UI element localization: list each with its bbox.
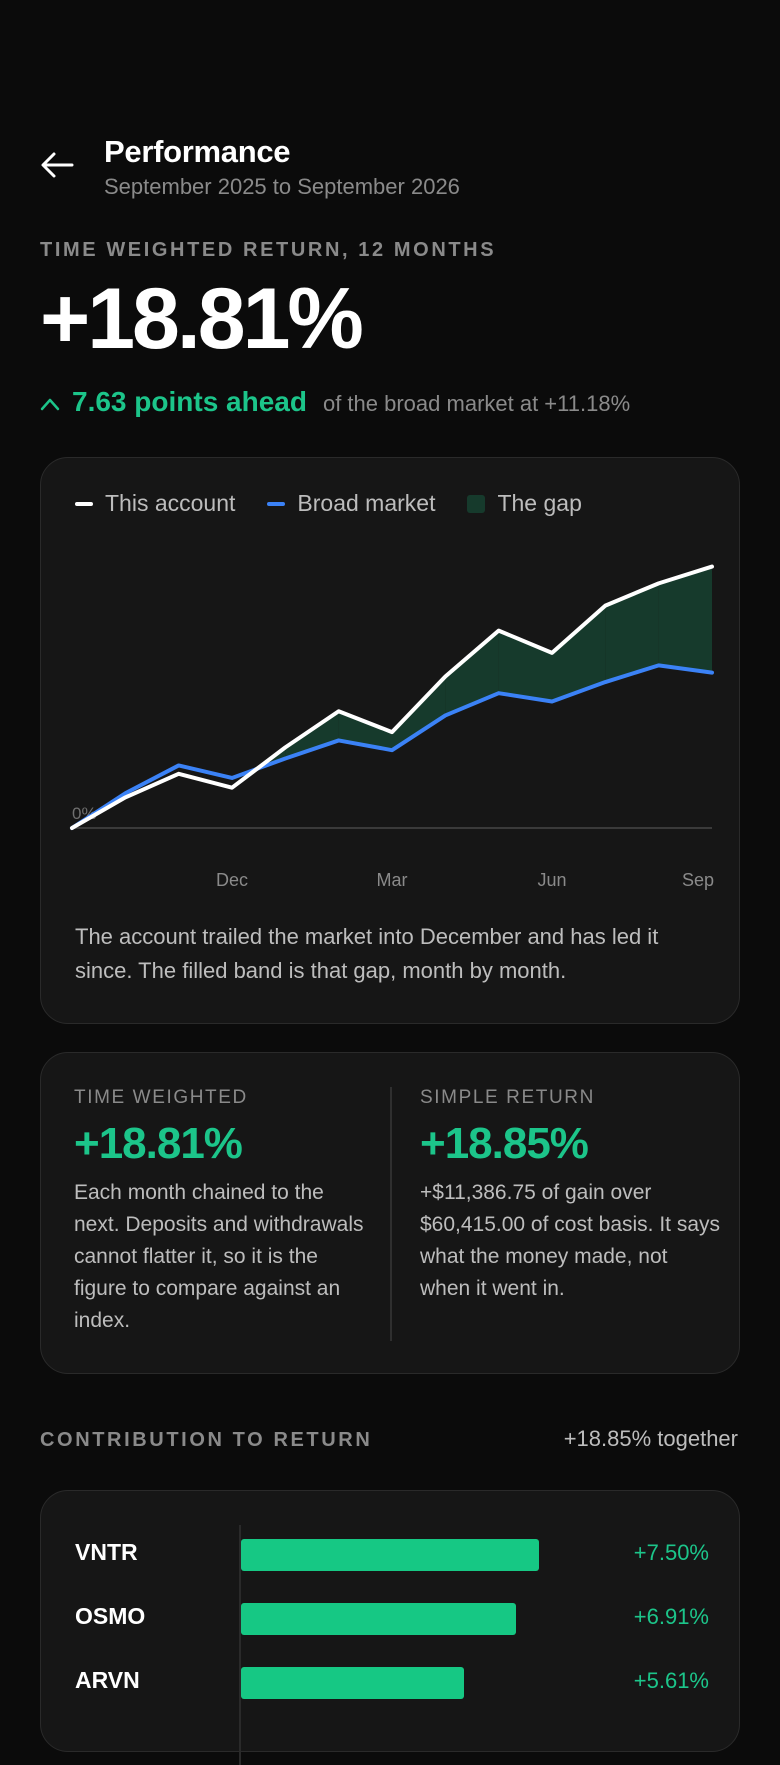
legend-label-gap: The gap [497, 490, 582, 516]
gap-band-segment [445, 630, 499, 716]
tick-label-jun: Jun [537, 870, 566, 890]
contribution-value: +7.50% [633, 1540, 709, 1565]
legend-label-account: This account [105, 490, 236, 516]
tick-label-mar: Mar [377, 870, 408, 890]
time-weighted-text: Each month chained to the next. Deposits… [74, 1181, 364, 1332]
chart-card: This account Broad market The gap 0% Dec… [40, 457, 740, 1024]
gap-band-segment [392, 676, 446, 751]
contribution-ticker: ARVN [75, 1667, 140, 1693]
legend-swatch-gap [467, 494, 486, 513]
legend-item-market: Broad market [267, 490, 435, 517]
contribution-card: VNTR +7.50% OSMO +6.91% ARVN +5.61% [40, 1490, 740, 1765]
time-weighted-label: TIME WEIGHTED [74, 1087, 248, 1108]
series-line-broad-market [70, 663, 714, 830]
arrow-left-icon [41, 152, 74, 178]
ahead-row: 7.63 points ahead of the broad market at… [40, 386, 630, 418]
gap-band-segment [285, 711, 339, 759]
legend-item-gap: The gap [467, 490, 582, 517]
chevron-up-icon [40, 398, 60, 411]
contribution-ticker: OSMO [75, 1603, 146, 1629]
ahead-text: 7.63 points ahead [72, 386, 307, 417]
return-comparison-card: TIME WEIGHTED +18.81% Each month chained… [40, 1052, 740, 1374]
simple-return-label: SIMPLE RETURN [420, 1087, 595, 1108]
simple-return-column: SIMPLE RETURN +18.85% +$11,386.75 of gai… [420, 1087, 720, 1305]
time-weighted-column: TIME WEIGHTED +18.81% Each month chained… [74, 1087, 374, 1337]
series-line-this-account [70, 564, 714, 830]
date-range: September 2025 to September 2026 [104, 174, 460, 199]
gap-band-segment [605, 583, 659, 683]
gap-band-segment [338, 711, 392, 751]
legend-item-account: This account [75, 490, 235, 517]
page-title: Performance [104, 134, 291, 169]
contribution-bar [241, 1667, 464, 1699]
contribution-axis [239, 1525, 241, 1765]
contribution-ticker: VNTR [75, 1539, 138, 1565]
simple-return-value: +18.85% [420, 1119, 589, 1168]
legend-swatch-market [267, 501, 286, 506]
contribution-value: +5.61% [633, 1668, 709, 1693]
column-divider [390, 1087, 392, 1341]
contribution-value: +6.91% [633, 1604, 709, 1629]
simple-return-text: +$11,386.75 of gain over $60,415.00 of c… [420, 1181, 721, 1300]
ahead-detail: of the broad market at +11.18% [322, 391, 631, 416]
gap-band-segment [552, 605, 606, 702]
return-kicker: TIME WEIGHTED RETURN, 12 MONTHS [40, 239, 497, 261]
tick-label-dec: Dec [216, 870, 248, 890]
legend-swatch-account [75, 501, 93, 506]
time-weighted-value: +18.81% [74, 1119, 243, 1168]
performance-chart: 0% Dec Mar Jun Sep [70, 564, 714, 890]
contribution-row[interactable]: ARVN +5.61% [41, 1663, 739, 1703]
contribution-row[interactable]: OSMO +6.91% [41, 1599, 739, 1639]
contribution-bar [241, 1539, 539, 1571]
legend-label-market: Broad market [297, 490, 436, 516]
chart-caption: The account trailed the market into Dece… [75, 924, 659, 983]
back-button[interactable] [38, 145, 78, 185]
chart-legend: This account Broad market The gap [75, 490, 614, 517]
tick-label-sep: Sep [682, 870, 714, 890]
contribution-bar [241, 1603, 516, 1635]
contribution-row[interactable]: VNTR +7.50% [41, 1535, 739, 1575]
contribution-heading: CONTRIBUTION TO RETURN [40, 1429, 373, 1451]
return-value: +18.81% [40, 271, 364, 367]
contribution-total: +18.85% together [563, 1426, 738, 1451]
gap-band-segment [658, 566, 712, 673]
